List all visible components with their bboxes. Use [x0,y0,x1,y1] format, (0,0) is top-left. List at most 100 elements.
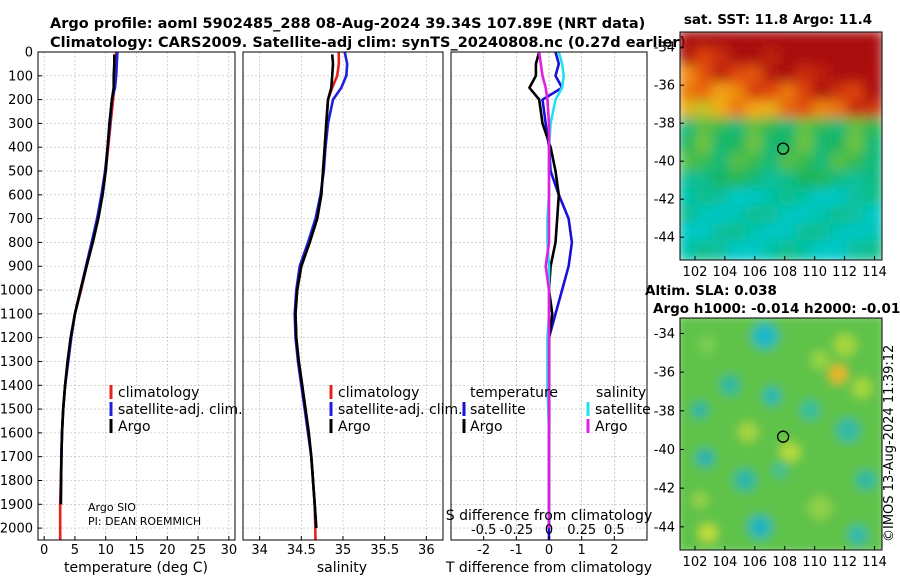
sst-cell [711,240,733,260]
depth-yticks: 0 100 200 300 400 500 600 700 800 900 1000 1100 1200… [0,46,42,537]
lon-tick-label: 104 [712,265,737,280]
sst-cell [694,47,716,70]
series-line-climatology [58,51,118,540]
sst-cell [762,32,783,52]
legend-argo-label: Argo [338,419,371,435]
sst-cell [779,170,800,192]
sst-cell [680,117,699,140]
lon-tick-label: 102 [683,265,708,280]
sst-cell [863,117,882,140]
sst-cell [779,100,800,122]
sst-cell [762,240,783,260]
salinity-difference-xlabel: S difference from climatology [446,508,652,524]
sla-heatmap [680,318,882,550]
sst-cell [829,65,851,87]
sst-cell [795,65,817,87]
y-tick-label: 2000 [0,522,33,537]
sst-cell [779,82,800,105]
sla-map-frame [679,317,883,551]
temperature-lines [58,51,119,540]
sst-cell [694,135,716,157]
sla-eddy [734,469,756,491]
lon-tick-label: 112 [832,555,857,570]
x-tick-label: 34 [251,543,268,558]
sst-cell [779,135,800,157]
x-tick-label: 10 [97,543,114,558]
sst-cell [680,32,699,52]
sst-cell [762,100,783,122]
sst-cell [863,65,882,87]
sst-cell [745,187,767,210]
sst-cell [779,47,800,70]
sst-cell [745,117,767,140]
lat-tick-label: -34 [654,327,675,342]
x-tick-label: 0 [545,543,553,558]
series-line-argo [59,54,116,505]
sst-cell [711,187,733,210]
y-tick-label: 1200 [0,331,33,346]
sst-cell [694,187,716,210]
y-tick-label: 1000 [0,284,33,299]
lon-tick-label: 112 [832,265,857,280]
sst-cell [711,65,733,87]
x-tick-label: 25 [190,543,207,558]
y-tick-label: 0 [25,46,33,61]
sst-cell [779,187,800,210]
sst-cell [745,152,767,175]
sst-cell [846,32,868,52]
sst-cell [779,240,800,260]
x-tick-label: -0.5 [471,523,496,538]
sst-cell [745,205,767,227]
sst-cell [694,222,716,245]
sst-cell [728,47,750,70]
sla-eddy [692,492,708,508]
sla-map-subtitle: Argo h1000: -0.014 h2000: -0.016 [653,301,900,317]
sst-cell [680,47,699,70]
sst-cell [694,170,716,192]
sla-eddy [696,449,714,467]
y-tick-label: 1800 [0,474,33,489]
sst-cell [829,135,851,157]
sst-cell [846,100,868,122]
legend-salinity-title: salinity [596,385,646,401]
sst-cell [680,135,699,157]
sst-cell [762,170,783,192]
sst-cell [745,240,767,260]
x-tick-label: 35.5 [370,543,399,558]
sla-eddy [834,334,856,356]
series-line-salinity-argo [537,51,551,529]
series-line-climatology [294,52,341,541]
sst-cell [711,152,733,175]
sst-cell [694,32,716,52]
sst-cell [779,32,800,52]
sst-cell [846,65,868,87]
sst-cell [846,47,868,70]
x-tick-label: 0.25 [567,523,596,538]
sst-cell [812,240,834,260]
difference-lines [528,51,574,540]
salinity-xticks: 34 34.5 35 35.5 36 [251,536,435,558]
lon-tick-label: 114 [862,555,887,570]
x-tick-label: 30 [221,543,238,558]
legend-satellite-label: satellite-adj. clim. [118,402,243,418]
sst-cell [846,205,868,227]
sst-cell [795,222,817,245]
sst-cell [812,47,834,70]
difference-legend: temperature salinity satellite Argo sate… [462,385,651,435]
legend-sal-argo-label: Argo [595,419,628,435]
sst-map-title: sat. SST: 11.8 Argo: 11.4 [684,12,872,28]
sst-cell [711,47,733,70]
y-tick-label: 500 [8,165,33,180]
sst-cell [863,240,882,260]
y-tick-label: 100 [8,69,33,84]
salinity-grid [243,51,443,540]
sst-cell [728,240,750,260]
sst-map-frame [679,31,883,261]
temperature-legend: climatology satellite-adj. clim. Argo [109,385,243,435]
sst-cell [728,117,750,140]
y-tick-label: 700 [8,212,33,227]
sst-cell [863,82,882,105]
lat-tick-label: -44 [654,520,675,535]
sst-cell [694,65,716,87]
